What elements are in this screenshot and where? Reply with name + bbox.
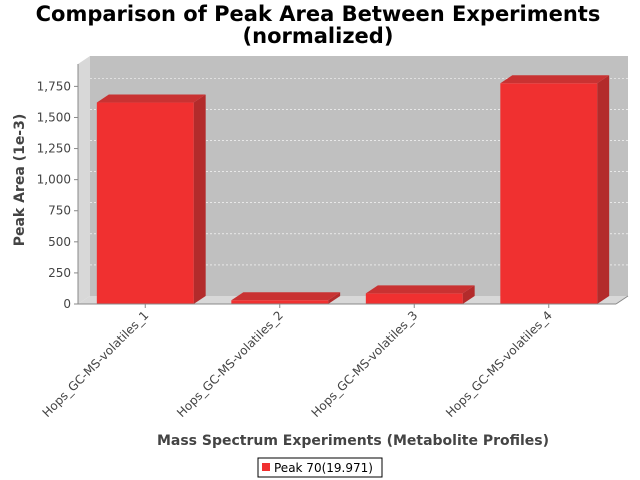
x-axis-label: Mass Spectrum Experiments (Metabolite Pr…	[157, 433, 549, 449]
x-axis-ticks: Hops_GC-MS-volatiles_1 Hops_GC-MS-volatil…	[40, 304, 555, 420]
y-tick-label: 250	[48, 266, 71, 280]
y-tick-label: 750	[48, 204, 71, 218]
y-tick-label: 0	[63, 297, 71, 311]
bar-top	[500, 75, 610, 84]
legend: Peak 70(19.971)	[257, 457, 383, 478]
bar	[96, 94, 206, 304]
y-tick-label: 1,000	[37, 173, 71, 187]
bar-front	[231, 300, 329, 304]
chart-title-line2: (normalized)	[243, 24, 394, 48]
legend-box	[257, 457, 383, 478]
bar-side	[462, 285, 475, 304]
y-axis-ticks: 0 250 500 750 1,000 1,250 1,500 1,750	[37, 79, 78, 311]
bar-front	[365, 293, 463, 304]
y-axis-label: Peak Area (1e-3)	[12, 114, 28, 247]
bar-top	[96, 94, 206, 103]
x-tick-label: Hops_GC-MS-volatiles_1	[40, 308, 152, 420]
y-tick-label: 500	[48, 235, 71, 249]
bars	[96, 75, 610, 304]
bar-side	[193, 94, 206, 304]
y-tick-label: 1,750	[37, 79, 71, 93]
x-tick-label: Hops_GC-MS-volatiles_2	[174, 308, 286, 420]
bar	[500, 75, 610, 304]
x-tick-label: Hops_GC-MS-volatiles_4	[443, 308, 555, 420]
legend-label: Peak 70(19.971)	[274, 461, 373, 475]
y-tick-label: 1,250	[37, 142, 71, 156]
floor-edge	[615, 295, 629, 305]
bar-top	[365, 285, 475, 294]
bar	[365, 285, 475, 304]
y-tick-label: 1,500	[37, 110, 71, 124]
bar	[231, 292, 341, 304]
bar-front	[500, 83, 598, 304]
bar-side	[597, 75, 610, 304]
chart-title-line1: Comparison of Peak Area Between Experime…	[36, 2, 601, 26]
x-tick-label: Hops_GC-MS-volatiles_3	[309, 308, 421, 420]
plot-back-wall-left	[78, 56, 90, 304]
plot-floor	[78, 296, 628, 304]
bar-side	[328, 292, 341, 304]
bar-front	[96, 102, 194, 304]
bar-top	[231, 292, 341, 301]
legend-swatch	[262, 463, 270, 471]
